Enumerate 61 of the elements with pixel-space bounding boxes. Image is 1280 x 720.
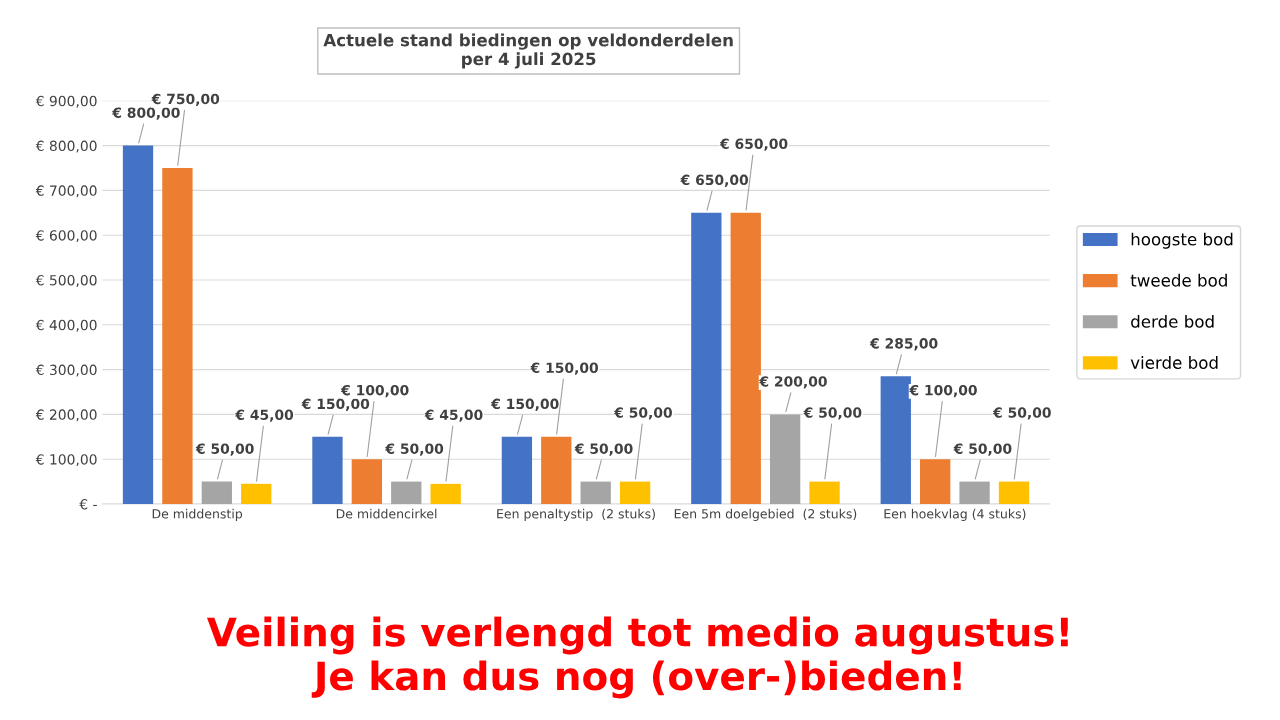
bar bbox=[769, 414, 801, 504]
data-label: € 50,00 bbox=[953, 443, 1012, 456]
x-tick-label: De middencirkel bbox=[336, 508, 437, 519]
y-tick-label: € 600,00 bbox=[35, 230, 97, 243]
bar bbox=[619, 481, 651, 504]
bar bbox=[880, 376, 911, 504]
data-label: € 100,00 bbox=[340, 384, 409, 398]
data-label: € 150,00 bbox=[530, 362, 599, 375]
data-label: € 50,00 bbox=[385, 443, 444, 456]
bar bbox=[809, 481, 840, 504]
legend-label: derde bod bbox=[1131, 314, 1214, 328]
chart-title: Actuele stand biedingen op veldonderdelen per 4 juli 2025 bbox=[323, 33, 733, 69]
bar bbox=[920, 459, 951, 504]
data-label: € 650,00 bbox=[680, 174, 749, 187]
y-tick-label: € 400,00 bbox=[35, 319, 97, 332]
bar bbox=[959, 481, 990, 504]
y-tick-label: € 100,00 bbox=[35, 454, 97, 467]
data-label: € 200,00 bbox=[759, 376, 827, 389]
data-label: € 750,00 bbox=[151, 93, 220, 106]
x-tick-label: Een penaltystip (2 stuks) bbox=[497, 508, 655, 521]
text: Veiling is verlengd tot medio augustus! Je kan dus nog (over-)bieden! bbox=[206, 616, 1068, 699]
x-tick-label: Een 5m doelgebied (2 stuks) bbox=[674, 508, 857, 521]
bar bbox=[998, 481, 1030, 504]
bar bbox=[541, 436, 572, 504]
data-label: € 650,00 bbox=[719, 138, 788, 151]
data-label: € 150,00 bbox=[301, 398, 370, 411]
data-label: € 45,00 bbox=[424, 409, 483, 422]
y-tick-label: € 700,00 bbox=[35, 185, 97, 198]
y-tick-label: € 900,00 bbox=[35, 95, 97, 108]
y-tick-label: € 300,00 bbox=[35, 364, 97, 377]
data-label: € 100,00 bbox=[909, 384, 977, 398]
bar bbox=[391, 481, 422, 504]
y-tick-label: € 200,00 bbox=[35, 409, 97, 422]
bar bbox=[501, 436, 533, 504]
data-label: € 800,00 bbox=[112, 107, 180, 120]
bar bbox=[241, 483, 272, 504]
bar bbox=[691, 212, 722, 504]
bar bbox=[312, 436, 343, 504]
legend-label: hoogste bod bbox=[1131, 232, 1233, 249]
data-label: € 150,00 bbox=[490, 398, 559, 411]
bar bbox=[162, 168, 193, 504]
data-label: € 50,00 bbox=[195, 443, 254, 456]
bar bbox=[430, 483, 461, 504]
data-label: € 50,00 bbox=[992, 407, 1051, 420]
y-tick-label: € - bbox=[79, 498, 97, 510]
bar bbox=[201, 481, 232, 504]
data-label: € 50,00 bbox=[803, 407, 862, 420]
bar bbox=[730, 212, 761, 504]
y-tick-label: € 800,00 bbox=[35, 140, 97, 153]
legend-label: tweede bod bbox=[1130, 273, 1227, 287]
data-label: € 45,00 bbox=[235, 409, 294, 422]
data-label: € 285,00 bbox=[869, 338, 938, 351]
bar bbox=[351, 459, 383, 504]
data-label: € 50,00 bbox=[574, 443, 633, 456]
bar bbox=[580, 481, 611, 504]
x-tick-label: De middenstip bbox=[152, 508, 243, 521]
x-tick-label: Een hoekvlag (4 stuks) bbox=[884, 508, 1026, 521]
y-tick-label: € 500,00 bbox=[35, 274, 97, 287]
bar bbox=[122, 145, 154, 504]
legend-label: vierde bod bbox=[1130, 356, 1218, 369]
data-label: € 50,00 bbox=[613, 407, 672, 420]
